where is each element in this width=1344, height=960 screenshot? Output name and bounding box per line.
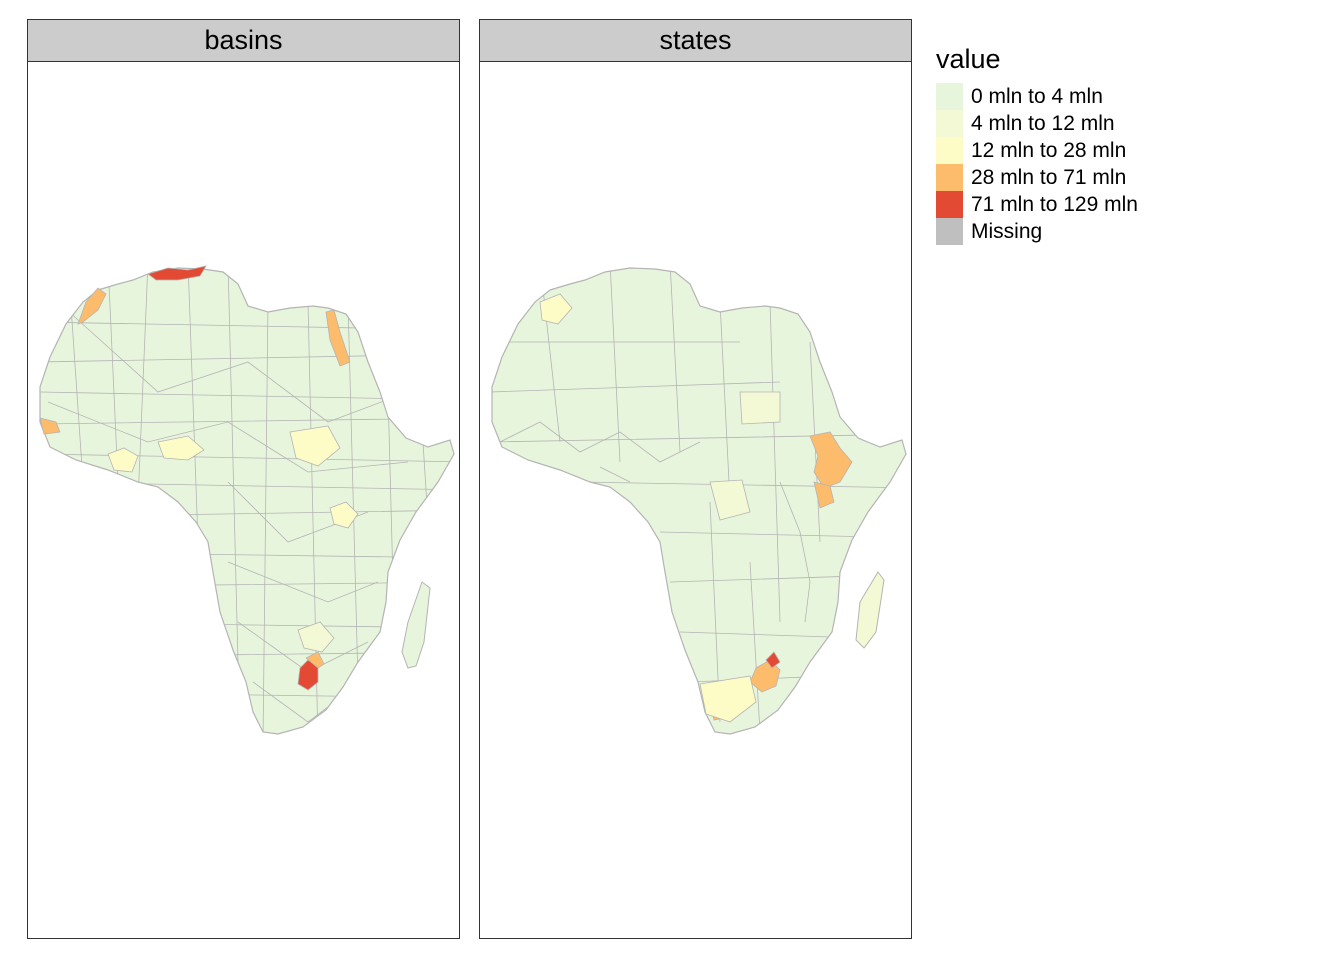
legend-swatch — [936, 110, 963, 137]
legend-item: 28 mln to 71 mln — [936, 164, 1138, 191]
legend-label: 71 mln to 129 mln — [971, 192, 1138, 216]
africa-states-regions — [491, 267, 907, 735]
legend-swatch — [936, 191, 963, 218]
facet-strip-states: states — [480, 20, 911, 62]
legend-swatch — [936, 218, 963, 245]
legend-swatch — [936, 164, 963, 191]
facet-label-basins: basins — [204, 25, 283, 55]
legend-item: 4 mln to 12 mln — [936, 110, 1138, 137]
facet-panel-basins: basins — [27, 19, 460, 939]
facet-strip-basins: basins — [28, 20, 459, 62]
map-states — [480, 62, 911, 938]
legend-items: 0 mln to 4 mln 4 mln to 12 mln 12 mln to… — [936, 83, 1138, 245]
legend-label: 28 mln to 71 mln — [971, 165, 1127, 189]
africa-basins-regions — [39, 265, 455, 735]
legend-label: 12 mln to 28 mln — [971, 138, 1127, 162]
map-states-svg — [491, 267, 907, 735]
legend-title: value — [936, 44, 1001, 74]
map-legend: value 0 mln to 4 mln 4 mln to 12 mln 12 … — [936, 44, 1138, 245]
map-basins — [28, 62, 459, 938]
legend-label: 0 mln to 4 mln — [971, 84, 1103, 108]
legend-item: 12 mln to 28 mln — [936, 137, 1138, 164]
facet-panel-states: states — [479, 19, 912, 939]
legend-swatch — [936, 137, 963, 164]
legend-item: 0 mln to 4 mln — [936, 83, 1138, 110]
map-basins-svg — [39, 265, 455, 735]
legend-item: 71 mln to 129 mln — [936, 191, 1138, 218]
legend-item: Missing — [936, 218, 1138, 245]
facet-label-states: states — [659, 25, 732, 55]
legend-label: Missing — [971, 219, 1043, 243]
legend-swatch — [936, 83, 963, 110]
legend-label: 4 mln to 12 mln — [971, 111, 1115, 135]
